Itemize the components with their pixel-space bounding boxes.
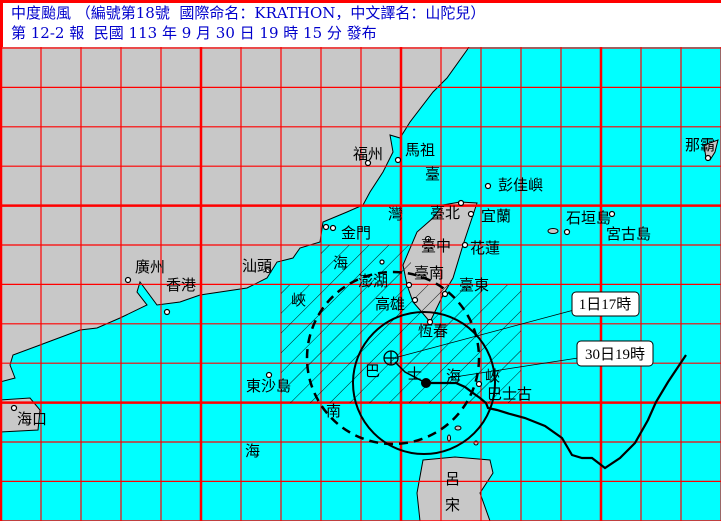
label-luzon-1: 呂 — [445, 470, 460, 488]
label-taiwan-strait: 臺 — [425, 165, 440, 183]
forecast-position-icon — [383, 350, 399, 366]
label-guangzhou: 廣州 — [135, 258, 165, 276]
label-taiwan-strait: 峽 — [291, 291, 306, 309]
hainan — [0, 397, 41, 433]
label-haikou: 海口 — [17, 410, 47, 428]
forecast-storm-radius — [305, 270, 481, 446]
label-shantou: 汕頭 — [242, 257, 272, 275]
current-storm-radius — [352, 311, 496, 455]
label-naha: 那霸 — [685, 136, 715, 154]
forecast-leader-line — [397, 309, 575, 358]
label-south-china-sea: 海 — [245, 442, 260, 460]
label-taiwan-strait: 灣 — [388, 205, 403, 223]
label-kinmen: 金門 — [341, 224, 371, 242]
city-markers — [10, 154, 712, 412]
label-bashi-channel: 海 — [446, 367, 461, 385]
label-fuzhou: 福州 — [353, 145, 383, 163]
current-time-text: 30日19時 — [585, 346, 645, 363]
label-kaohsiung: 高雄 — [375, 295, 405, 313]
current-time-label: 30日19時 — [576, 340, 654, 367]
label-bashi-channel: 峽 — [485, 367, 500, 385]
label-miyako: 宮古島 — [606, 225, 651, 243]
label-luzon-2: 宋 — [445, 496, 460, 514]
label-taiwan-strait: 海 — [333, 254, 348, 272]
island — [447, 434, 451, 442]
label-dongsha: 東沙島 — [246, 377, 291, 395]
label-taitung: 臺東 — [459, 276, 489, 294]
past-track — [426, 354, 687, 470]
island — [547, 228, 559, 234]
label-south-china-sea: 南 — [326, 402, 341, 420]
label-taichung: 臺中 — [421, 237, 451, 255]
label-bashi-channel: 巴 — [365, 362, 380, 380]
bulletin-title: 中度颱風 （編號第18號 國際命名：KRATHON，中文譯名：山陀兒） — [11, 4, 486, 22]
bulletin-issue-time: 第 12-2 報 民國 113 年 9 月 30 日 19 時 15 分 發布 — [11, 24, 377, 42]
label-taipei: 臺北 — [430, 204, 460, 222]
forecast-track — [394, 361, 427, 384]
current-leader-line — [447, 357, 579, 379]
bulletin-header: 中度颱風 （編號第18號 國際命名：KRATHON，中文譯名：山陀兒） 第 12… — [0, 0, 721, 47]
warning-area — [281, 245, 521, 403]
label-bashi-channel: 士 — [407, 365, 422, 383]
label-pengjia: 彭佳嶼 — [498, 176, 543, 194]
current-position-icon — [421, 378, 431, 388]
label-hengchun: 恆春 — [418, 322, 448, 340]
luzon — [416, 456, 494, 521]
label-hualien: 花蓮 — [470, 239, 500, 257]
label-hongkong: 香港 — [166, 276, 196, 294]
forecast-time-text: 1日17時 — [579, 296, 632, 313]
label-penghu: 澎湖 — [358, 272, 388, 290]
forecast-time-label: 1日17時 — [571, 291, 640, 317]
label-tainan: 臺南 — [414, 264, 444, 282]
label-matsu: 馬祖 — [405, 141, 435, 159]
label-ishigaki: 石垣島 — [566, 209, 611, 227]
label-yilan: 宜蘭 — [481, 207, 511, 225]
island — [454, 425, 462, 431]
mainland-china — [0, 44, 471, 383]
label-basco: 巴士古 — [487, 385, 532, 403]
